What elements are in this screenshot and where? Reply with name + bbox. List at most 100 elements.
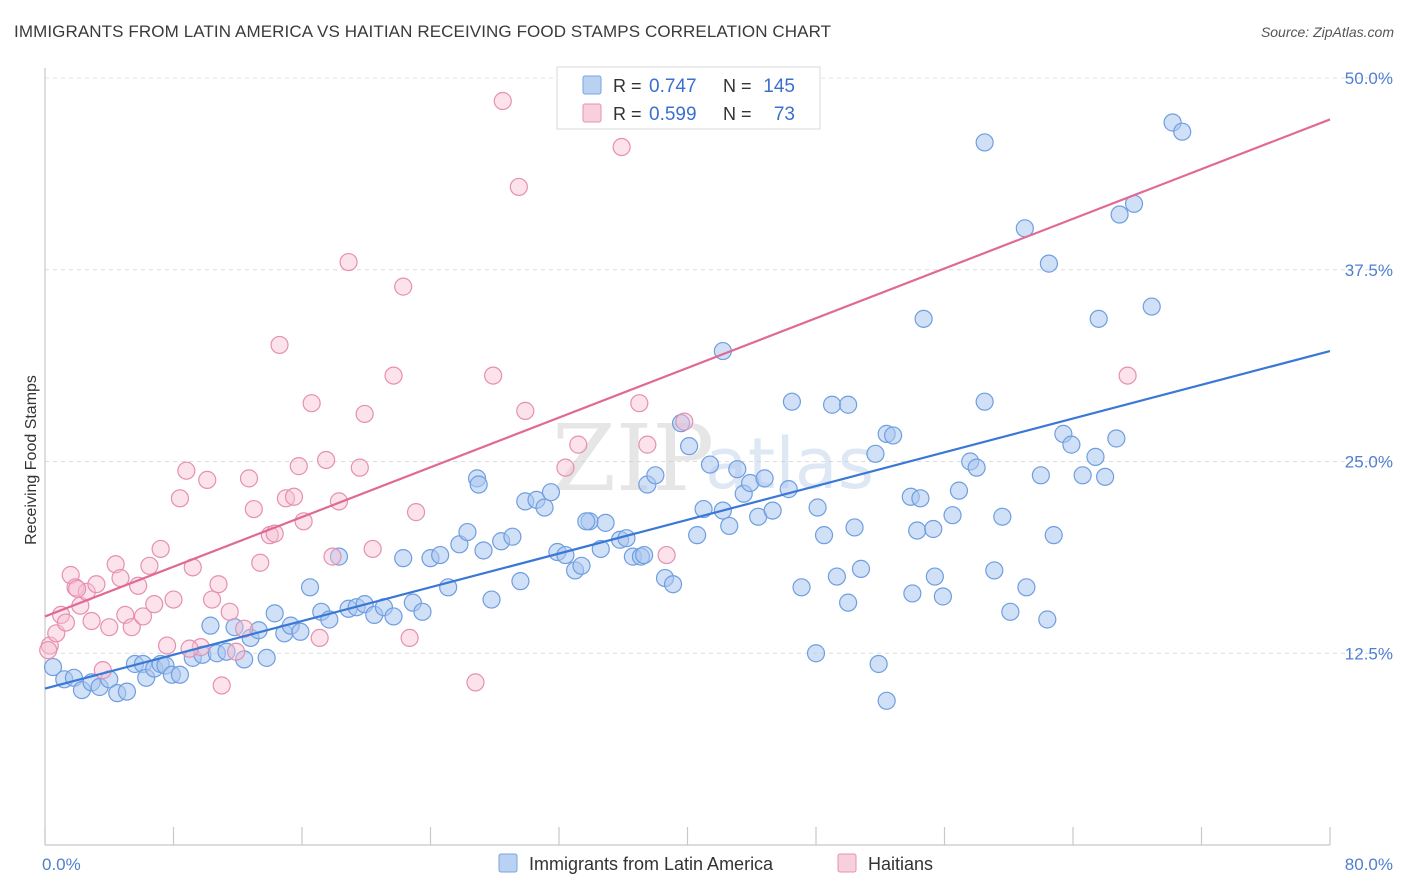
legend-pink-r-label: R = — [613, 104, 642, 124]
latin-america-point — [782, 392, 802, 411]
latin-america-point — [458, 522, 477, 542]
trend-lines — [44, 118, 1331, 690]
legend-pink-swatch — [582, 103, 602, 123]
latin-america-point — [329, 547, 349, 566]
latin-america-point — [265, 604, 284, 623]
trend-line-haitians — [44, 118, 1331, 618]
latin-america-point — [1110, 205, 1129, 224]
latin-america-point — [1142, 297, 1161, 316]
latin-america-point — [1089, 309, 1108, 328]
haitians-point — [406, 503, 426, 522]
haitians-point — [556, 458, 575, 477]
latin-america-point — [943, 506, 962, 525]
latin-america-point — [291, 622, 310, 641]
haitians-point — [133, 607, 153, 626]
latin-america-point — [1044, 526, 1063, 545]
x-tick-label: 80.0% — [1345, 855, 1393, 874]
haitians-point — [212, 676, 231, 695]
latin-america-point — [596, 513, 615, 532]
haitians-point — [170, 489, 190, 508]
series-haitians-points — [39, 91, 1137, 695]
haitians-point — [630, 394, 649, 413]
haitians-point — [164, 590, 183, 609]
axes — [44, 68, 1331, 846]
latin-america-point — [792, 578, 811, 597]
latin-america-point — [1173, 122, 1192, 141]
legend-blue-n-value: 145 — [763, 76, 795, 97]
haitians-point — [350, 458, 369, 477]
haitians-point — [227, 642, 246, 661]
legend-stats: R = 0.747 N = 145 R = 0.599 N = 73 — [556, 66, 821, 130]
source-label: Source: ZipAtlas.com — [1260, 24, 1394, 40]
latin-america-point — [883, 426, 903, 445]
x-tick-label: 0.0% — [42, 855, 81, 874]
latin-america-point — [839, 395, 858, 414]
legend-blue-swatch — [582, 75, 602, 95]
latin-america-point — [967, 458, 986, 477]
haitians-point — [310, 628, 329, 648]
haitians-point — [657, 545, 676, 565]
latin-america-point — [646, 466, 665, 485]
latin-america-point — [1017, 578, 1036, 597]
haitians-point — [569, 435, 588, 454]
haitians-point — [466, 673, 485, 692]
latin-america-point — [469, 475, 488, 494]
latin-america-point — [503, 527, 522, 546]
haitians-point — [177, 461, 196, 480]
legend-series: Immigrants from Latin America Haitians — [498, 853, 933, 874]
haitians-point — [329, 492, 349, 511]
latin-america-point — [985, 561, 1004, 580]
haitians-point — [509, 177, 528, 197]
latin-america-point — [541, 483, 561, 502]
latin-america-point — [814, 526, 834, 545]
latin-america-point — [431, 545, 450, 565]
legend-bottom-blue-swatch — [498, 853, 518, 873]
legend-pink-r-value: 0.599 — [649, 104, 697, 125]
haitians-point — [145, 595, 164, 614]
haitians-point — [323, 547, 342, 566]
latin-america-point — [1073, 466, 1092, 485]
latin-america-point — [384, 607, 403, 626]
latin-america-point — [851, 559, 871, 578]
latin-america-point — [300, 578, 320, 597]
legend-blue-n-label: N = — [723, 76, 752, 96]
haitians-point — [39, 641, 58, 660]
haitians-point — [157, 636, 177, 655]
haitians-point — [151, 539, 170, 559]
legend-pink-n-label: N = — [723, 104, 752, 124]
latin-america-point — [839, 593, 858, 612]
latin-america-point — [577, 512, 596, 531]
haitians-point — [284, 487, 304, 506]
gridlines — [45, 77, 1390, 654]
haitians-point — [220, 602, 239, 621]
latin-america-point — [993, 507, 1012, 526]
haitians-point — [270, 335, 289, 355]
haitians-point — [484, 366, 503, 385]
haitians-point — [56, 613, 75, 632]
haitians-point — [100, 618, 119, 637]
latin-america-point — [903, 584, 922, 603]
latin-america-point — [535, 498, 554, 517]
latin-america-point — [1001, 602, 1020, 621]
haitians-point — [140, 556, 159, 575]
legend-bottom-pink-swatch — [837, 853, 857, 873]
latin-america-point — [394, 549, 413, 568]
latin-america-point — [474, 541, 493, 560]
latin-america-point — [1039, 254, 1059, 273]
haitians-point — [384, 366, 403, 385]
latin-america-point — [663, 575, 683, 594]
latin-america-point — [1038, 610, 1057, 629]
haitians-point — [363, 539, 382, 559]
legend-bottom-latin-america: Immigrants from Latin America — [529, 854, 774, 874]
chart-title: IMMIGRANTS FROM LATIN AMERICA VS HAITIAN… — [14, 22, 832, 41]
haitians-point — [638, 435, 657, 454]
haitians-point — [87, 575, 106, 594]
legend-pink-n-value: 73 — [774, 104, 795, 125]
haitians-point — [106, 555, 125, 574]
latin-america-point — [933, 587, 952, 606]
legend-blue-r-label: R = — [613, 76, 642, 96]
haitians-point — [82, 611, 101, 631]
latin-america-point — [869, 654, 888, 674]
y-axis-title: Receiving Food Stamps — [23, 375, 40, 545]
